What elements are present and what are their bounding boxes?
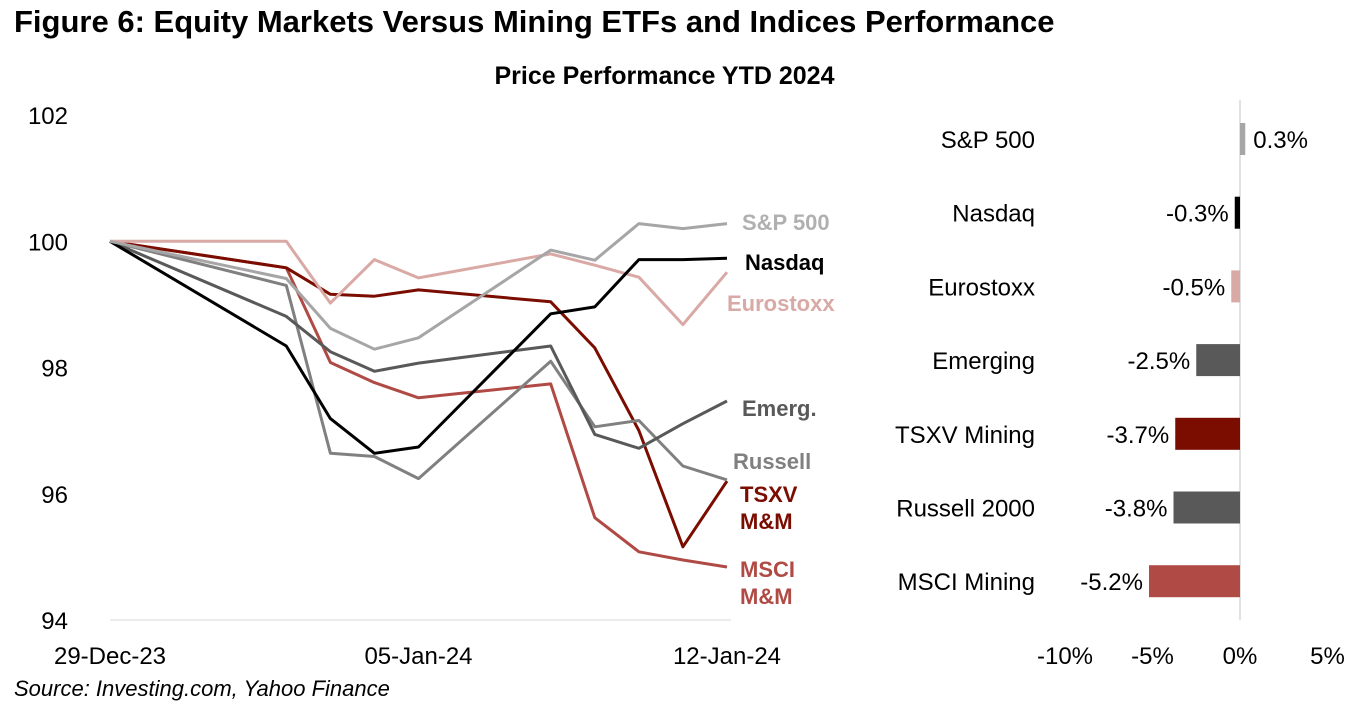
y-tick-label: 96 bbox=[41, 482, 68, 509]
bar bbox=[1173, 491, 1240, 524]
series-line-eurostoxx bbox=[110, 239, 729, 327]
category-label: Russell 2000 bbox=[896, 496, 1035, 523]
series-label: Russell bbox=[733, 449, 811, 474]
x-tick-label: 29-Dec-23 bbox=[54, 643, 166, 670]
series-line-nasdaq bbox=[109, 240, 728, 455]
series-line-msci-mining bbox=[109, 239, 728, 569]
chart-subtitle: Price Performance YTD 2024 bbox=[494, 62, 835, 90]
category-label: S&P 500 bbox=[941, 127, 1035, 154]
series-label: S&P 500 bbox=[742, 210, 830, 235]
bar bbox=[1234, 196, 1240, 229]
source-note: Source: Investing.com, Yahoo Finance bbox=[14, 676, 390, 701]
series-label: M&M bbox=[740, 509, 793, 534]
x-tick-label: 0% bbox=[1223, 643, 1258, 670]
bar bbox=[1175, 417, 1240, 450]
data-label: -2.5% bbox=[1128, 348, 1191, 375]
y-tick-label: 94 bbox=[41, 608, 68, 635]
category-label: TSXV Mining bbox=[895, 422, 1035, 449]
x-tick-label: 5% bbox=[1310, 643, 1345, 670]
series-label: M&M bbox=[740, 584, 793, 609]
bar bbox=[1196, 344, 1240, 377]
x-tick-label: -5% bbox=[1131, 643, 1174, 670]
bar-chart: -10% -5% 0% 5% S&P 500 0.3% Nasdaq -0.3% Eurosto… bbox=[895, 100, 1345, 670]
data-label: -0.5% bbox=[1163, 274, 1226, 301]
y-tick-label: 102 bbox=[28, 103, 68, 130]
bar bbox=[1231, 270, 1240, 303]
series-line-tsxv-mining bbox=[109, 239, 729, 549]
x-tick-label: 05-Jan-24 bbox=[364, 643, 472, 670]
bar bbox=[1149, 565, 1240, 598]
category-label: Nasdaq bbox=[952, 201, 1035, 228]
series-label: Nasdaq bbox=[745, 250, 824, 275]
data-label: -3.8% bbox=[1105, 496, 1168, 523]
data-label: -0.3% bbox=[1166, 201, 1229, 228]
data-label: -5.2% bbox=[1080, 569, 1143, 596]
series-label: Emerg. bbox=[742, 396, 817, 421]
series-line-emerging bbox=[109, 239, 728, 450]
x-tick-label: 12-Jan-24 bbox=[673, 643, 781, 670]
series-line-russell-2000 bbox=[109, 239, 728, 482]
series-line-s-p-500 bbox=[109, 222, 728, 351]
data-label: -3.7% bbox=[1107, 422, 1170, 449]
category-label: MSCI Mining bbox=[898, 569, 1035, 596]
series-label: Eurostoxx bbox=[727, 291, 835, 316]
figure-title: Figure 6: Equity Markets Versus Mining E… bbox=[14, 4, 1055, 39]
line-chart: 94 96 98 100 102 29-Dec-23 05-Jan-24 12-Jan-24 S… bbox=[28, 103, 835, 670]
series-label: MSCI bbox=[740, 557, 795, 582]
y-tick-label: 98 bbox=[41, 356, 68, 383]
x-tick-label: -10% bbox=[1037, 643, 1093, 670]
y-tick-label: 100 bbox=[28, 229, 68, 256]
category-label: Eurostoxx bbox=[928, 274, 1035, 301]
bar bbox=[1240, 123, 1246, 155]
series-label: TSXV bbox=[740, 482, 798, 507]
data-label: 0.3% bbox=[1253, 127, 1308, 154]
category-label: Emerging bbox=[932, 348, 1035, 375]
